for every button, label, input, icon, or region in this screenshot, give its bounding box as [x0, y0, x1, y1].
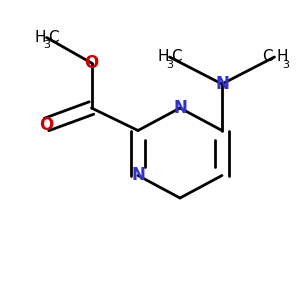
Text: 3: 3 — [43, 40, 50, 50]
Text: N: N — [215, 75, 229, 93]
Text: N: N — [173, 99, 187, 117]
Text: N: N — [131, 167, 145, 184]
Text: H: H — [276, 50, 287, 64]
Text: C: C — [171, 50, 181, 64]
Text: H: H — [158, 50, 169, 64]
Text: 3: 3 — [282, 60, 289, 70]
Text: C: C — [262, 50, 273, 64]
Text: 3: 3 — [166, 60, 173, 70]
Text: O: O — [39, 116, 54, 134]
Text: C: C — [48, 30, 58, 45]
Text: H: H — [35, 30, 46, 45]
Text: O: O — [84, 54, 99, 72]
